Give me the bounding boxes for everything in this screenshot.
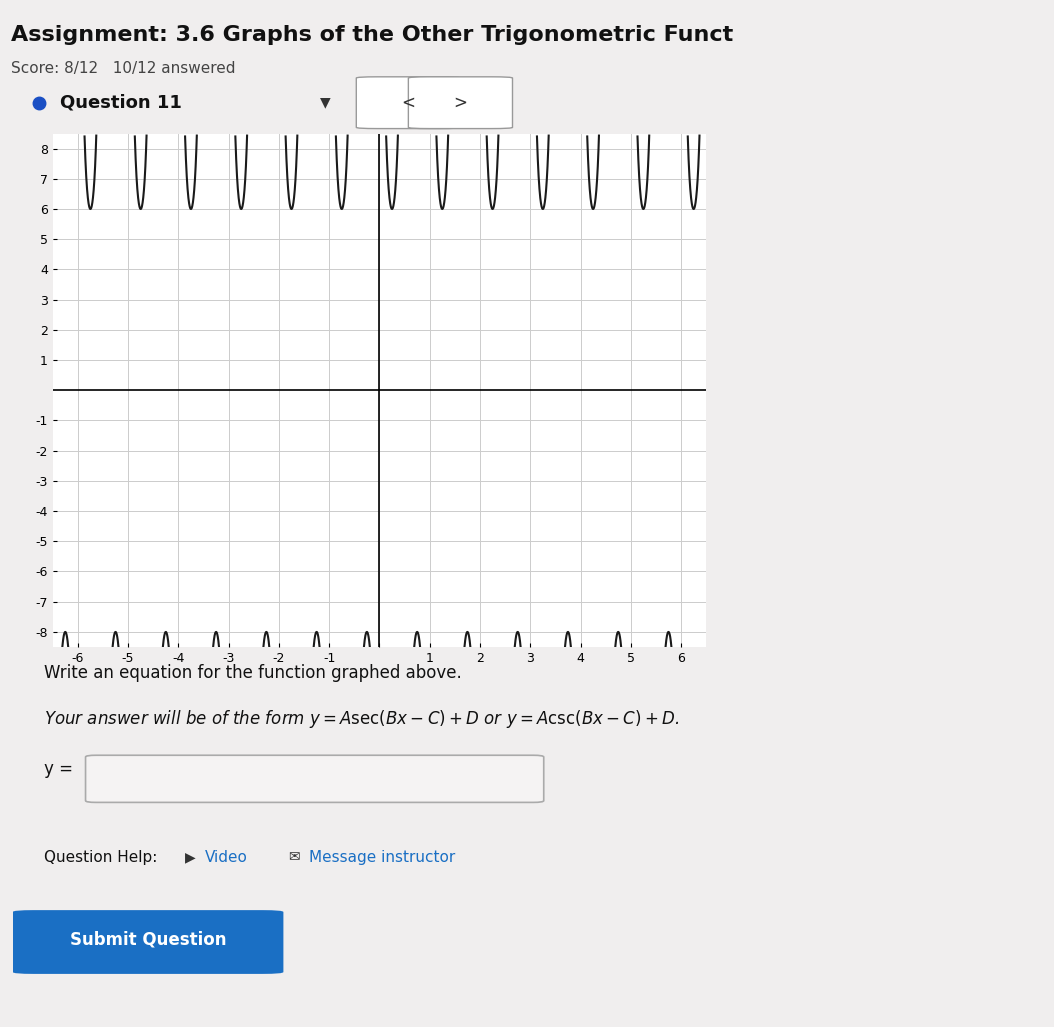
FancyBboxPatch shape (408, 77, 512, 128)
Text: ▼: ▼ (319, 96, 330, 110)
Text: Score: 8/12   10/12 answered: Score: 8/12 10/12 answered (11, 62, 235, 76)
Text: <: < (402, 93, 415, 112)
Text: >: > (453, 93, 467, 112)
Text: Your answer will be of the form $y = A\sec(Bx - C) + D$ or $y = A\csc(Bx - C) + : Your answer will be of the form $y = A\s… (44, 709, 679, 730)
Text: Assignment: 3.6 Graphs of the Other Trigonometric Funct: Assignment: 3.6 Graphs of the Other Trig… (11, 25, 733, 45)
Text: Video: Video (206, 850, 248, 865)
FancyBboxPatch shape (13, 910, 284, 974)
Text: ▶: ▶ (184, 850, 195, 865)
FancyBboxPatch shape (85, 755, 544, 802)
Text: Message instructor: Message instructor (310, 850, 455, 865)
Text: ✉: ✉ (289, 850, 300, 865)
Text: Question 11: Question 11 (59, 93, 181, 112)
FancyBboxPatch shape (356, 77, 461, 128)
Text: Submit Question: Submit Question (70, 930, 227, 949)
Text: y =: y = (44, 760, 73, 778)
Text: Write an equation for the function graphed above.: Write an equation for the function graph… (44, 664, 462, 683)
Text: Question Help:: Question Help: (44, 850, 157, 865)
